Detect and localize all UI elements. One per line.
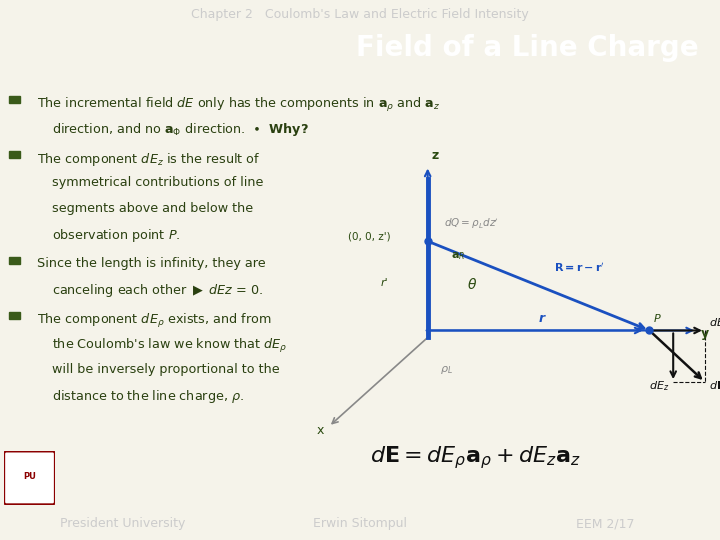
Text: $d\mathbf{E} = dE_{\rho}\mathbf{a}_{\rho} + dE_{z}\mathbf{a}_{z}$: $d\mathbf{E} = dE_{\rho}\mathbf{a}_{\rho… [370,444,580,470]
Text: Erwin Sitompul: Erwin Sitompul [313,517,407,530]
Bar [9,96,20,103]
Text: $\mathbf{a}_R$: $\mathbf{a}_R$ [451,251,466,262]
Text: the Coulomb's law we know that $dE_{\rho}$: the Coulomb's law we know that $dE_{\rho… [52,337,287,355]
Text: EEM 2/17: EEM 2/17 [575,517,634,530]
Bar [9,151,20,158]
Text: symmetrical contributions of line: symmetrical contributions of line [52,176,264,189]
Text: P: P [654,314,660,324]
Text: The component $dE_{z}$ is the result of: The component $dE_{z}$ is the result of [37,151,261,167]
Text: $dE_z$: $dE_z$ [649,379,670,393]
Text: PU: PU [23,472,36,481]
Text: will be inversely proportional to the: will be inversely proportional to the [52,363,279,376]
Text: canceling each other $\blacktriangleright$ $dEz$ = 0.: canceling each other $\blacktrianglerigh… [52,282,263,299]
Text: observation point $P$.: observation point $P$. [52,227,180,244]
Text: $dQ = \rho_L dz'$: $dQ = \rho_L dz'$ [444,217,498,232]
FancyBboxPatch shape [4,451,55,504]
Text: President University: President University [60,517,185,530]
Text: y: y [701,327,709,340]
Text: Chapter 2   Coulomb's Law and Electric Field Intensity: Chapter 2 Coulomb's Law and Electric Fie… [191,8,529,21]
Bar [9,256,20,264]
Text: z: z [432,148,439,162]
Text: $d\mathbf{E}$: $d\mathbf{E}$ [708,379,720,391]
Text: r: r [539,312,545,325]
Text: $dE_\rho$: $dE_\rho$ [708,316,720,333]
Text: Since the length is infinity, they are: Since the length is infinity, they are [37,256,266,269]
Text: (0, 0, z'): (0, 0, z') [348,232,391,241]
Bar [9,312,20,319]
Text: The component $dE_{\rho}$ exists, and from: The component $dE_{\rho}$ exists, and fr… [37,312,272,329]
Text: segments above and below the: segments above and below the [52,201,253,215]
Text: $\mathbf{R = r - r'}$: $\mathbf{R = r - r'}$ [554,261,606,274]
Text: $\theta$: $\theta$ [467,277,477,292]
Text: distance to the line charge, $\rho$.: distance to the line charge, $\rho$. [52,388,244,405]
Text: $\rho_L$: $\rho_L$ [439,364,452,376]
Text: The incremental field $dE$ only has the components in $\mathbf{a}_{\rho}$ and $\: The incremental field $dE$ only has the … [37,96,441,113]
Text: Field of a Line Charge: Field of a Line Charge [356,35,698,62]
Text: direction, and no $\mathbf{a}_{\Phi}$ direction.  $\bullet$  $\bf{Why?}$: direction, and no $\mathbf{a}_{\Phi}$ di… [52,121,309,138]
Text: x: x [317,423,324,436]
Text: r': r' [380,278,388,288]
